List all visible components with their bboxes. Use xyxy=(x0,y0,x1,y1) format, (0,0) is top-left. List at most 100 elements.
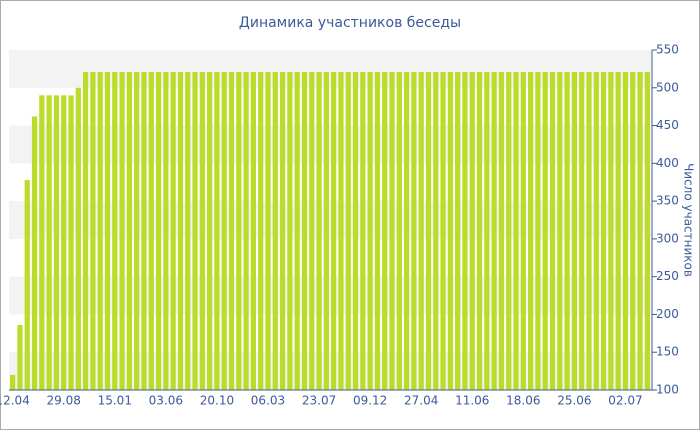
bar xyxy=(177,71,184,391)
x-tick-label: 27.04 xyxy=(404,394,438,408)
bar xyxy=(309,71,315,391)
bar xyxy=(520,71,526,391)
x-tick-label: 15.01 xyxy=(98,394,132,408)
bar xyxy=(250,71,257,391)
y-tick-label: 150 xyxy=(656,345,679,359)
bar xyxy=(491,71,497,391)
bar xyxy=(637,71,643,391)
bar xyxy=(389,71,395,391)
bar xyxy=(31,116,38,390)
bar xyxy=(455,71,461,391)
bar xyxy=(374,71,381,391)
bar xyxy=(615,71,621,391)
bar xyxy=(68,95,74,390)
bar xyxy=(214,71,220,391)
bar xyxy=(396,71,402,391)
y-tick-label: 550 xyxy=(656,43,679,57)
bar xyxy=(447,71,454,391)
bar xyxy=(112,71,118,391)
bar xyxy=(345,71,351,391)
bar xyxy=(360,71,366,391)
bar xyxy=(192,71,198,391)
chart-title: Динамика участников беседы xyxy=(239,15,461,31)
bar xyxy=(593,71,599,391)
x-tick-label: 09.12 xyxy=(353,394,387,408)
bar xyxy=(75,87,81,391)
bar xyxy=(352,71,359,391)
bar xyxy=(476,71,483,391)
bar xyxy=(126,71,133,391)
bar xyxy=(418,71,424,391)
bar xyxy=(316,71,322,391)
bar xyxy=(170,71,176,391)
bar xyxy=(535,71,541,391)
bar xyxy=(382,71,388,391)
x-tick-label: 12.04 xyxy=(0,394,30,408)
bar xyxy=(185,71,191,391)
bar xyxy=(622,71,629,391)
x-tick-label: 23.07 xyxy=(302,394,336,408)
y-tick-label: 300 xyxy=(656,231,679,245)
bar xyxy=(301,71,308,391)
bar xyxy=(236,71,242,391)
y-tick-label: 250 xyxy=(656,269,679,283)
bar xyxy=(608,71,614,391)
bar xyxy=(97,71,103,391)
bar xyxy=(24,179,30,390)
bar xyxy=(134,71,140,391)
bar xyxy=(331,71,337,391)
bar xyxy=(484,71,490,391)
bar xyxy=(367,71,373,391)
bar xyxy=(46,95,52,390)
x-tick-label: 03.06 xyxy=(149,394,183,408)
bar xyxy=(90,71,96,391)
bar xyxy=(630,71,636,391)
bar xyxy=(462,71,468,391)
x-tick-label: 06.03 xyxy=(251,394,285,408)
bar xyxy=(265,71,271,391)
bar xyxy=(228,71,235,391)
bar xyxy=(61,95,67,390)
bar xyxy=(10,374,16,390)
bar xyxy=(338,71,344,391)
bar xyxy=(571,71,578,391)
bar xyxy=(644,71,650,391)
bar xyxy=(163,71,169,391)
bar xyxy=(557,71,563,391)
y-tick-label: 500 xyxy=(656,80,679,94)
bar xyxy=(53,95,60,390)
bar xyxy=(542,71,548,391)
bar xyxy=(17,325,23,390)
bar xyxy=(199,71,205,391)
bar xyxy=(155,71,162,391)
bar xyxy=(579,71,585,391)
bar xyxy=(564,71,570,391)
bar xyxy=(600,71,607,391)
y-tick-label: 350 xyxy=(656,194,679,208)
bar xyxy=(148,71,154,391)
bar xyxy=(425,71,432,391)
bar xyxy=(513,71,519,391)
x-tick-label: 18.06 xyxy=(506,394,540,408)
bar xyxy=(279,71,286,391)
y-tick-label: 400 xyxy=(656,156,679,170)
y-tick-label: 450 xyxy=(656,118,679,132)
x-tick-label: 20.10 xyxy=(200,394,234,408)
x-tick-label: 29.08 xyxy=(47,394,81,408)
bar xyxy=(586,71,592,391)
bar xyxy=(82,71,89,391)
bar xyxy=(243,71,249,391)
bar xyxy=(323,71,329,391)
bar xyxy=(119,71,125,391)
bar xyxy=(141,71,147,391)
bar xyxy=(294,71,300,391)
y-tick-label: 100 xyxy=(656,383,679,397)
bar xyxy=(527,71,534,391)
bar xyxy=(549,71,556,391)
bar xyxy=(287,71,293,391)
bar xyxy=(433,71,439,391)
bar xyxy=(39,95,45,390)
bar xyxy=(403,71,410,391)
bar xyxy=(221,71,227,391)
